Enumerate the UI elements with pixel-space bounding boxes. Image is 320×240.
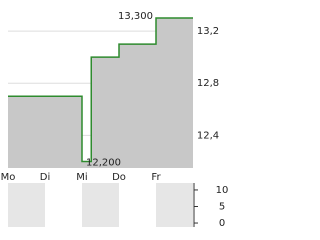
x-tick-label: Di bbox=[40, 172, 50, 183]
annotation: 13,300 bbox=[118, 11, 153, 22]
y-tick-label: 12,4 bbox=[197, 130, 219, 141]
y-tick-label: 5 bbox=[219, 201, 225, 212]
price-line bbox=[8, 17, 193, 163]
y-tick-label: 10 bbox=[216, 185, 229, 196]
y-tick-label: 12,8 bbox=[197, 78, 219, 89]
x-tick-label: Mo bbox=[1, 172, 16, 183]
y-tick-label: 0 bbox=[219, 218, 225, 229]
volume-day-band bbox=[156, 183, 193, 227]
stock-chart: 0 5 10 12,4 12,8 13,2 Mo Di Mi Do Fr 13,300 12,200 bbox=[1, 11, 229, 229]
x-tick-label: Do bbox=[112, 172, 126, 183]
x-tick-label: Fr bbox=[151, 172, 161, 183]
volume-day-band bbox=[82, 183, 119, 227]
volume-day-band bbox=[8, 183, 45, 227]
annotation: 12,200 bbox=[86, 157, 121, 168]
price-area bbox=[8, 18, 193, 168]
y-tick-label: 13,2 bbox=[197, 26, 219, 37]
x-tick-label: Mi bbox=[76, 172, 87, 183]
